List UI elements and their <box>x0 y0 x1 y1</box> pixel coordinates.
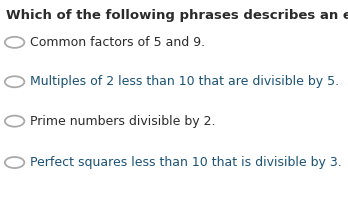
Text: Prime numbers divisible by 2.: Prime numbers divisible by 2. <box>30 115 215 128</box>
Text: Common factors of 5 and 9.: Common factors of 5 and 9. <box>30 36 205 49</box>
Text: Multiples of 2 less than 10 that are divisible by 5.: Multiples of 2 less than 10 that are div… <box>30 75 339 88</box>
Text: Which of the following phrases describes an empty set?: Which of the following phrases describes… <box>6 9 348 22</box>
Text: Perfect squares less than 10 that is divisible by 3.: Perfect squares less than 10 that is div… <box>30 156 341 169</box>
